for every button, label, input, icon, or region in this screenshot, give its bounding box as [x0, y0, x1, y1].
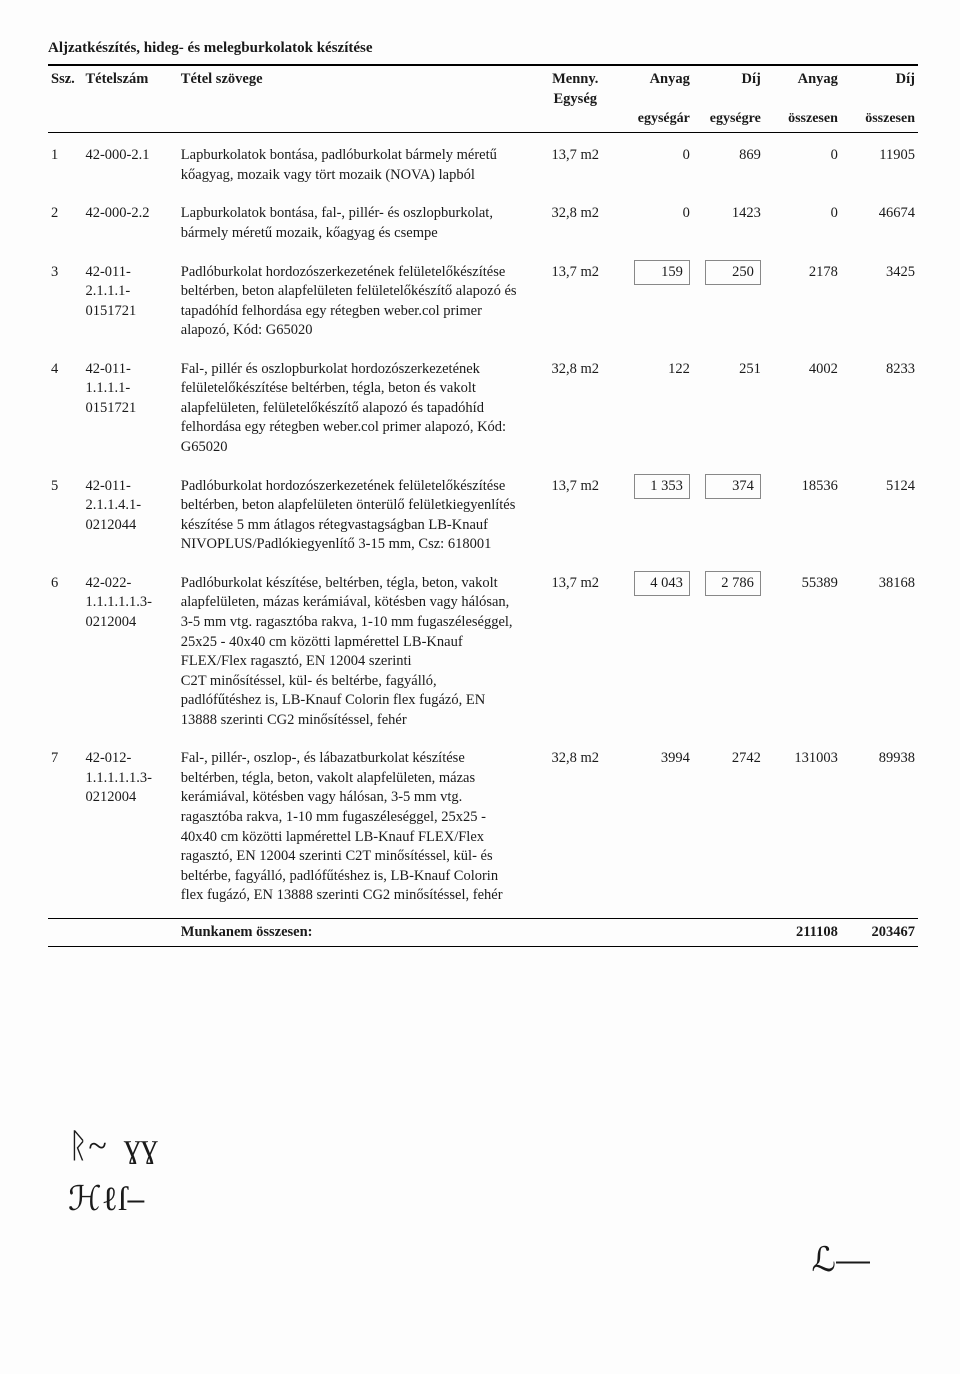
table-row: 542-011-2.1.1.4.1-0212044Padlóburkolat h… [48, 470, 918, 567]
cell-desc: Lapburkolatok bontása, fal-, pillér- és … [178, 197, 529, 255]
cell-ssz: 7 [48, 742, 82, 918]
cell-ssz: 1 [48, 139, 82, 197]
totals-row: Munkanem összesen: 211108 203467 [48, 918, 918, 947]
cell-p4: 5124 [841, 470, 918, 567]
cell-p1: 4 043 [622, 567, 693, 743]
cell-p1: 159 [622, 256, 693, 353]
cell-p3: 55389 [764, 567, 841, 743]
cell-num: 42-011-2.1.1.1-0151721 [82, 256, 177, 353]
cell-ssz: 5 [48, 470, 82, 567]
cell-qty: 32,8 m2 [529, 197, 622, 255]
cell-num: 42-000-2.2 [82, 197, 177, 255]
table-row: 442-011-1.1.1.1-0151721Fal-, pillér és o… [48, 353, 918, 470]
totals-label: Munkanem összesen: [178, 918, 529, 947]
cell-qty: 32,8 m2 [529, 353, 622, 470]
cell-num: 42-011-2.1.1.4.1-0212044 [82, 470, 177, 567]
cell-p4: 11905 [841, 139, 918, 197]
cell-p3: 18536 [764, 470, 841, 567]
col-p3b: összesen [764, 110, 841, 130]
col-ssz: Ssz. [48, 68, 82, 110]
signature-right: ℒ⎯⎯ [812, 1238, 871, 1284]
cell-p1: 3994 [622, 742, 693, 918]
cell-desc: Padlóburkolat hordozószerkezetének felül… [178, 256, 529, 353]
cell-num: 42-012-1.1.1.1.1.3-0212004 [82, 742, 177, 918]
cell-qty: 13,7 m2 [529, 567, 622, 743]
col-qty: Menny. Egység [529, 68, 622, 110]
cell-num: 42-000-2.1 [82, 139, 177, 197]
cell-qty: 13,7 m2 [529, 256, 622, 353]
cell-desc: Fal-, pillér és oszlopburkolat hordozósz… [178, 353, 529, 470]
cost-table: Ssz. Tételszám Tétel szövege Menny. Egys… [48, 68, 918, 130]
cell-ssz: 3 [48, 256, 82, 353]
cell-num: 42-022-1.1.1.1.1.3-0212004 [82, 567, 177, 743]
cell-num: 42-011-1.1.1.1-0151721 [82, 353, 177, 470]
table-row: 342-011-2.1.1.1-0151721Padlóburkolat hor… [48, 256, 918, 353]
table-row: 742-012-1.1.1.1.1.3-0212004Fal-, pillér-… [48, 742, 918, 918]
cell-desc: Fal-, pillér-, oszlop-, és lábazatburkol… [178, 742, 529, 918]
cell-ssz: 2 [48, 197, 82, 255]
cell-p4: 38168 [841, 567, 918, 743]
cell-qty: 13,7 m2 [529, 139, 622, 197]
cell-p2: 250 [693, 256, 764, 353]
cell-p4: 89938 [841, 742, 918, 918]
cell-p2: 2 786 [693, 567, 764, 743]
cell-p4: 3425 [841, 256, 918, 353]
cell-desc: Padlóburkolat készítése, beltérben, tégl… [178, 567, 529, 743]
cell-desc: Padlóburkolat hordozószerkezetének felül… [178, 470, 529, 567]
col-p2b: egységre [693, 110, 764, 130]
col-p1b: egységár [622, 110, 693, 130]
col-num: Tételszám [82, 68, 177, 110]
totals-p4: 203467 [841, 918, 918, 947]
col-p4a: Díj [841, 68, 918, 110]
cell-p1: 0 [622, 197, 693, 255]
col-desc: Tétel szövege [178, 68, 529, 110]
totals-p3: 211108 [764, 918, 841, 947]
cell-p2: 2742 [693, 742, 764, 918]
table-header: Ssz. Tételszám Tétel szövege Menny. Egys… [48, 68, 918, 130]
cell-p1: 1 353 [622, 470, 693, 567]
cell-p4: 46674 [841, 197, 918, 255]
cell-qty: 13,7 m2 [529, 470, 622, 567]
cell-qty: 32,8 m2 [529, 742, 622, 918]
cell-ssz: 4 [48, 353, 82, 470]
cell-desc: Lapburkolatok bontása, padlóburkolat bár… [178, 139, 529, 197]
cell-p3: 4002 [764, 353, 841, 470]
cell-p3: 2178 [764, 256, 841, 353]
signature-left: ᚱ~ ɣɣ ℋℓſ⎯ [68, 1123, 158, 1224]
col-p3a: Anyag [764, 68, 841, 110]
col-p2a: Díj [693, 68, 764, 110]
cost-table-body: 142-000-2.1Lapburkolatok bontása, padlób… [48, 139, 918, 947]
cell-p3: 0 [764, 197, 841, 255]
table-row: 242-000-2.2Lapburkolatok bontása, fal-, … [48, 197, 918, 255]
cell-p1: 0 [622, 139, 693, 197]
cell-p2: 251 [693, 353, 764, 470]
cell-ssz: 6 [48, 567, 82, 743]
rule-top [48, 64, 918, 66]
page-title: Aljzatkészítés, hideg- és melegburkolato… [48, 38, 918, 58]
cell-p2: 374 [693, 470, 764, 567]
cell-p3: 0 [764, 139, 841, 197]
cell-p4: 8233 [841, 353, 918, 470]
rule-under-header [48, 132, 918, 133]
cell-p2: 869 [693, 139, 764, 197]
cell-p3: 131003 [764, 742, 841, 918]
table-row: 642-022-1.1.1.1.1.3-0212004Padlóburkolat… [48, 567, 918, 743]
col-p4b: összesen [841, 110, 918, 130]
cell-p1: 122 [622, 353, 693, 470]
table-row: 142-000-2.1Lapburkolatok bontása, padlób… [48, 139, 918, 197]
cell-p2: 1423 [693, 197, 764, 255]
col-p1a: Anyag [622, 68, 693, 110]
